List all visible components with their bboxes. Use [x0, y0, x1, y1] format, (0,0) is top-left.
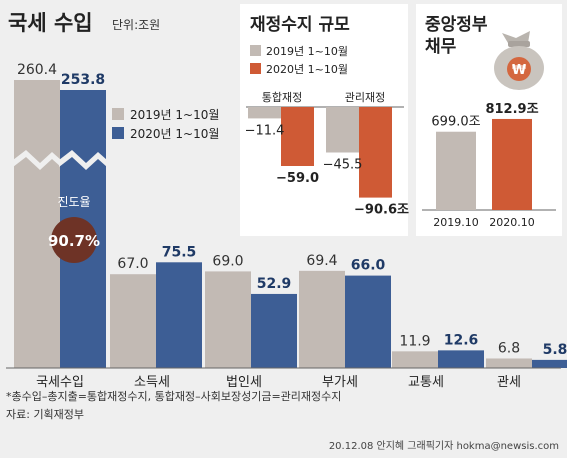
fiscal-balance-title: 재정수지 규모	[250, 15, 350, 35]
main-category-label: 교통세	[408, 375, 444, 390]
fiscal-category-label: 통합재정	[262, 91, 302, 104]
main-legend-swatch-2020	[112, 127, 124, 139]
fiscal-bar	[281, 107, 314, 166]
main-bar	[392, 351, 438, 368]
main-bar	[299, 270, 345, 368]
credit-line: 20.12.08 안지혜 그래픽기자 hokma@newsis.com	[328, 441, 559, 452]
main-value-label: 66.0	[351, 258, 386, 274]
progress-rate-label: 진도율	[57, 195, 90, 209]
main-value-label: 5.8	[543, 342, 567, 358]
main-value-label: 69.0	[212, 253, 243, 269]
debt-category-label: 2019.10	[433, 216, 479, 229]
main-chart-subtitle: 단위:조원	[112, 18, 160, 32]
main-category-label: 소득세	[134, 375, 170, 390]
main-value-label: 75.5	[162, 244, 197, 260]
debt-value-label: 699.0조	[431, 115, 480, 130]
main-category-label: 법인세	[226, 375, 262, 390]
progress-rate-value: 90.7%	[48, 232, 100, 250]
fiscal-bar	[359, 107, 392, 198]
debt-bar	[436, 131, 476, 210]
main-bar	[438, 350, 484, 368]
axis-break-mark	[59, 150, 107, 170]
debt-value-labels: 699.0조 812.9조	[431, 102, 538, 130]
main-bar	[14, 80, 60, 368]
debt-title-line-1: 중앙정부	[425, 15, 488, 35]
main-category-labels: 국세수입 소득세 법인세 부가세 교통세 관세	[36, 375, 521, 390]
fiscal-value-label: −59.0	[276, 171, 319, 186]
main-value-label: 11.9	[399, 333, 430, 349]
main-bar	[532, 359, 567, 368]
fiscal-value-label: −45.5	[323, 158, 363, 173]
main-bar	[156, 262, 202, 368]
main-legend-swatch-2019	[112, 108, 124, 120]
main-bar	[345, 275, 391, 368]
main-bar	[251, 293, 297, 368]
debt-value-label: 812.9조	[485, 102, 538, 117]
main-value-label: 12.6	[444, 332, 479, 348]
fiscal-value-label: −11.4	[245, 123, 285, 138]
money-bag-won-icon: ₩	[494, 31, 544, 90]
main-category-label: 부가세	[322, 375, 358, 390]
debt-category-label: 2020.10	[489, 216, 535, 229]
main-chart-title: 국세 수입	[8, 11, 93, 35]
fiscal-bar	[326, 107, 359, 153]
fiscal-legend-swatch-2019	[250, 45, 261, 56]
debt-category-labels: 2019.10 2020.10	[433, 216, 535, 229]
svg-text:₩: ₩	[512, 63, 527, 78]
debt-bar	[492, 118, 532, 210]
main-category-label: 관세	[497, 375, 521, 390]
fiscal-value-label: −90.6조	[354, 203, 409, 218]
footnote-source: 자료: 기획재정부	[6, 408, 85, 421]
main-legend-label-2019: 2019년 1~10월	[130, 108, 219, 122]
main-value-label: 260.4	[17, 62, 57, 78]
main-value-label: 69.4	[306, 253, 337, 269]
fiscal-value-labels: −11.4 −59.0 −45.5 −90.6조	[245, 123, 409, 217]
progress-rate-circle	[51, 217, 97, 263]
main-value-label: 6.8	[498, 340, 520, 356]
fiscal-legend-swatch-2020	[250, 63, 261, 74]
fiscal-bar	[248, 107, 281, 119]
main-category-label: 국세수입	[36, 375, 84, 390]
main-bar	[110, 274, 156, 368]
fiscal-legend-label-2020: 2020년 1~10월	[266, 63, 348, 76]
fiscal-category-labels: 통합재정 관리재정	[262, 91, 385, 104]
main-bar	[486, 358, 532, 368]
fiscal-category-label: 관리재정	[345, 91, 385, 104]
main-value-label: 67.0	[117, 256, 148, 272]
fiscal-legend-label-2019: 2019년 1~10월	[266, 45, 348, 58]
main-legend-label-2020: 2020년 1~10월	[130, 127, 219, 141]
footnote-definition: *총수입–총지출=통합재정수지, 통합재정–사회보장성기금=관리재정수지	[6, 390, 342, 403]
debt-bars	[436, 118, 532, 210]
debt-title-line-2: 채무	[425, 37, 457, 57]
axis-break-mark	[13, 150, 61, 170]
fiscal-bars	[248, 107, 392, 198]
main-bar	[205, 271, 251, 368]
main-value-label: 52.9	[257, 276, 292, 292]
main-value-label: 253.8	[61, 72, 105, 88]
